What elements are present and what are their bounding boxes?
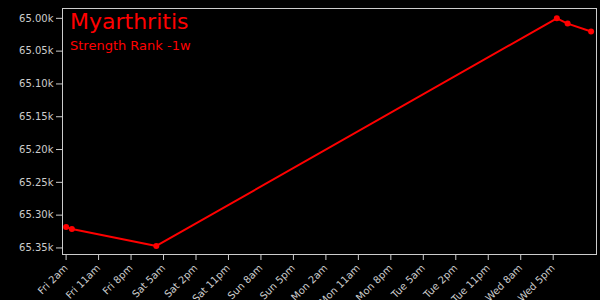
- svg-text:65.30k: 65.30k: [19, 209, 54, 220]
- html-text:Myarthritis: Myarthritis: [70, 9, 189, 34]
- svg-text:Mon 8pm: Mon 8pm: [354, 262, 395, 300]
- svg-text:Tue 5am: Tue 5am: [388, 262, 427, 300]
- svg-text:Sat 5am: Sat 5am: [130, 262, 167, 299]
- svg-text:65.05k: 65.05k: [19, 45, 54, 56]
- svg-text:65.35k: 65.35k: [19, 242, 54, 253]
- svg-text:Wed 5pm: Wed 5pm: [516, 262, 557, 300]
- svg-text:65.15k: 65.15k: [19, 111, 54, 122]
- svg-text:65.10k: 65.10k: [19, 78, 54, 89]
- svg-text:65.25k: 65.25k: [19, 177, 54, 188]
- html-text:Strength Rank -1w: Strength Rank -1w: [70, 38, 191, 53]
- svg-text:Sat 2pm: Sat 2pm: [162, 262, 200, 300]
- svg-text:65.20k: 65.20k: [19, 144, 54, 155]
- svg-text:Fri 8pm: Fri 8pm: [100, 262, 135, 297]
- svg-text:Fri 11am: Fri 11am: [64, 262, 103, 300]
- svg-text:65.00k: 65.00k: [19, 13, 54, 24]
- svg-text:Fri 2am: Fri 2am: [35, 262, 70, 297]
